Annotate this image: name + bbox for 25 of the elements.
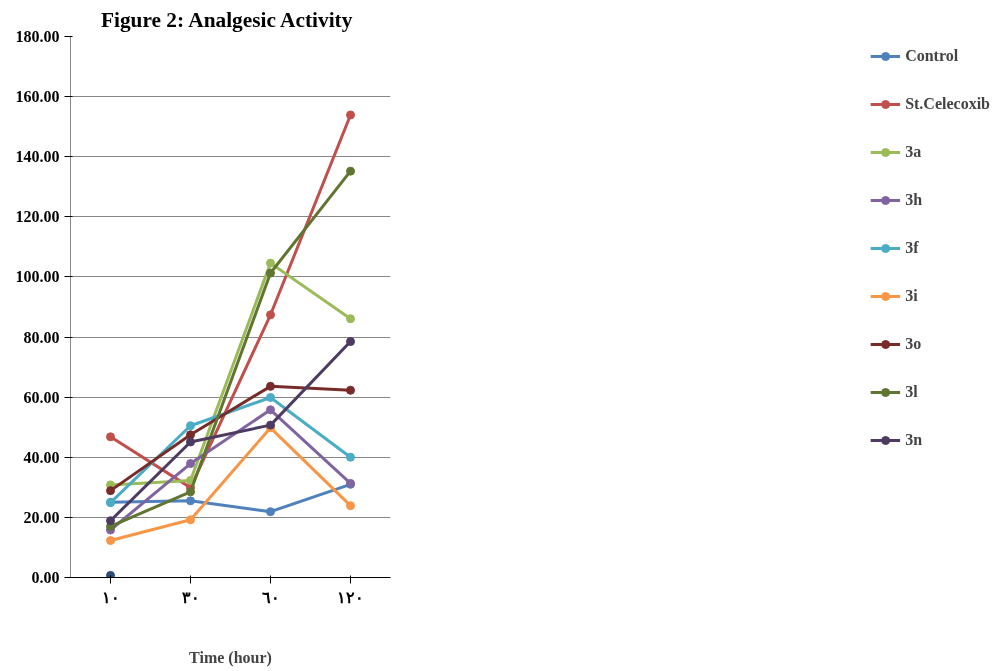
x-tick-label: ١٠ <box>101 588 120 606</box>
y-tick-label: 180.00 <box>15 28 60 45</box>
x-tick-label: ٦٠ <box>261 588 280 606</box>
chart-title: Figure 2: Analgesic Activity <box>100 7 353 32</box>
y-tick-label: 120.00 <box>15 208 60 226</box>
legend-label: 3n <box>905 431 924 449</box>
legend-label: St.Celecoxib <box>905 95 990 113</box>
legend-label: 3a <box>905 143 923 161</box>
legend-label: Control <box>905 47 959 65</box>
legend-label: 3i <box>905 287 919 305</box>
y-tick-label: 80.00 <box>23 328 60 346</box>
legend-label: 3l <box>905 383 919 401</box>
y-tick-label: 140.00 <box>15 148 60 166</box>
y-tick-label: 40.00 <box>23 448 60 466</box>
legend-label: 3f <box>905 239 920 257</box>
legend-label: 3h <box>905 191 924 209</box>
x-tick-label: ٣٠ <box>181 588 200 606</box>
x-axis-title: Time (hour) <box>189 648 272 667</box>
y-tick-label: 160.00 <box>15 88 60 106</box>
y-tick-label: 100.00 <box>15 268 60 286</box>
y-tick-label: 60.00 <box>23 388 60 406</box>
x-tick-label: ١٢٠ <box>337 588 364 606</box>
legend-label: 3o <box>905 335 923 353</box>
y-tick-label: 20.00 <box>23 508 60 526</box>
y-tick-label: 0.00 <box>31 569 60 586</box>
